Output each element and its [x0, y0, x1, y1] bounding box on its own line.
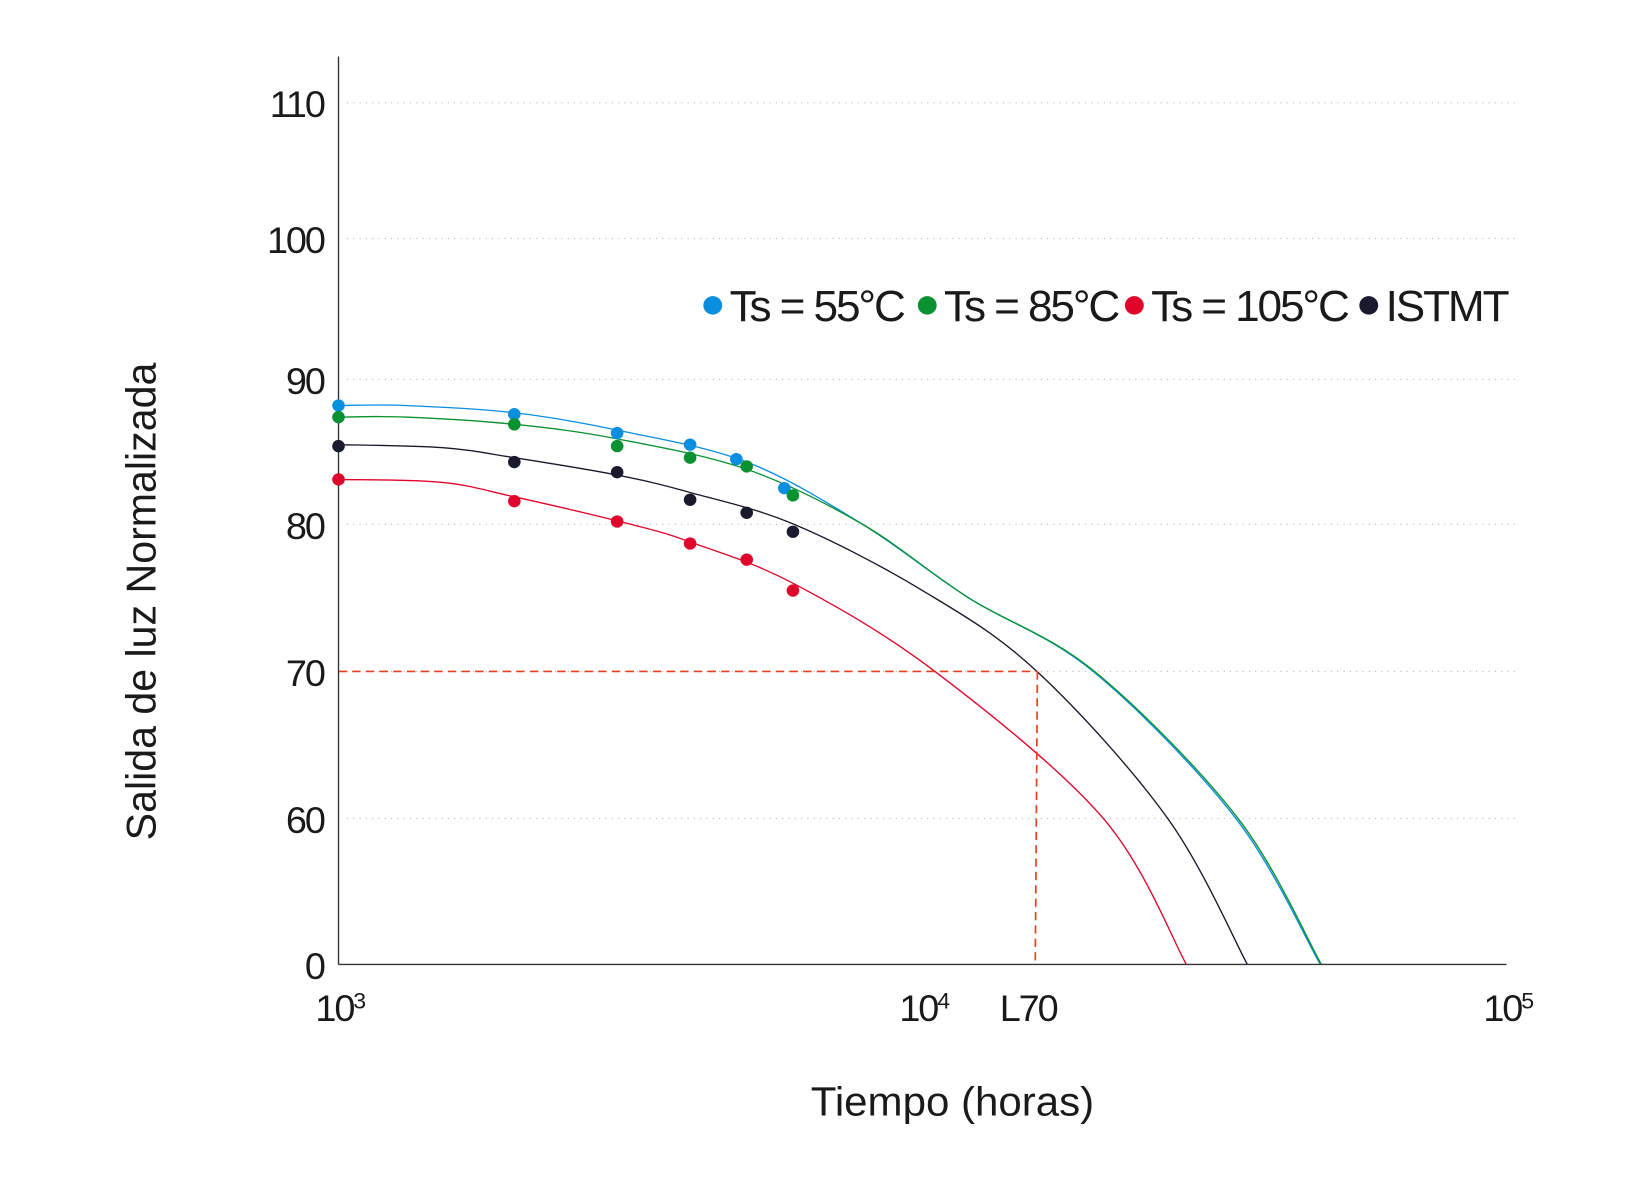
x-tick-labels: 103 104 105: [315, 987, 1535, 1029]
x-tick-label: 105: [1483, 987, 1533, 1029]
legend-label-unit: °C: [1302, 282, 1348, 330]
y-axis-label: Salida de luz Normalizada: [117, 362, 165, 840]
data-point-series-1: [610, 439, 624, 453]
legend-marker-0: [703, 296, 723, 315]
x-tick-exponent: 3: [353, 988, 365, 1014]
data-point-series-1: [786, 489, 800, 502]
data-points: [332, 399, 800, 597]
data-point-series-1: [508, 418, 521, 431]
data-point-series-3: [683, 493, 697, 506]
data-point-series-0: [332, 399, 345, 412]
data-point-series-2: [740, 553, 754, 566]
grid: [346, 102, 1520, 820]
legend-label-2: Ts = 105°C: [1151, 282, 1348, 330]
legend-label-3: ISTMT: [1386, 282, 1509, 330]
data-point-series-3: [786, 525, 800, 538]
l70-label: L70: [1000, 987, 1058, 1029]
fit-curve-2: [338, 478, 1187, 965]
data-point-series-2: [332, 473, 345, 486]
data-point-series-0: [730, 452, 743, 466]
legend-label-unit: °C: [1073, 282, 1119, 330]
y-tick-labels: 0 60 70 80 90 100 110: [267, 84, 327, 987]
data-point-series-0: [508, 408, 521, 421]
y-tick-label: 90: [286, 360, 325, 402]
data-point-series-0: [610, 426, 624, 440]
legend-label-unit: °C: [858, 282, 904, 330]
y-tick-label: 60: [286, 799, 325, 841]
y-tick-label: 70: [286, 652, 325, 694]
x-tick-label: 103: [315, 987, 365, 1029]
data-point-series-2: [508, 495, 521, 508]
legend: Ts = 55°C Ts = 85°C Ts = 105°C ISTMT: [703, 282, 1511, 331]
l70-annotation: [338, 670, 1039, 965]
legend-label-main: Ts = 55: [730, 282, 860, 330]
data-point-series-1: [683, 451, 697, 464]
data-point-series-1: [740, 460, 754, 473]
legend-label-1: Ts = 85°C: [944, 282, 1119, 330]
legend-label-main: Ts = 105: [1151, 282, 1303, 330]
x-tick-exponent: 5: [1521, 988, 1533, 1014]
data-point-series-3: [740, 506, 754, 519]
data-point-series-1: [332, 410, 345, 424]
legend-marker-3: [1359, 296, 1379, 315]
y-tick-label: 100: [267, 219, 325, 261]
fit-curve-1: [338, 415, 1322, 965]
x-tick-label: 104: [899, 987, 950, 1029]
fit-curve-0: [338, 404, 1321, 965]
data-point-series-3: [610, 466, 624, 479]
y-tick-label: 80: [286, 505, 325, 547]
legend-marker-1: [917, 296, 937, 315]
fit-curves: [338, 404, 1322, 965]
data-point-series-2: [683, 537, 697, 550]
l70-vertical-line: [1034, 671, 1039, 965]
x-tick-exponent: 4: [937, 988, 950, 1014]
y-tick-label: 110: [270, 84, 325, 126]
legend-label-main: Ts = 85: [944, 282, 1074, 330]
data-point-series-0: [778, 481, 791, 495]
data-point-series-3: [332, 439, 345, 453]
x-axis-label: Tiempo (horas): [811, 1078, 1094, 1124]
fit-curve-3: [338, 443, 1248, 965]
data-point-series-2: [610, 515, 624, 528]
legend-label-main: ISTMT: [1386, 282, 1509, 330]
data-point-series-2: [786, 584, 800, 597]
y-tick-label: 0: [305, 945, 325, 987]
data-point-series-3: [508, 455, 521, 469]
legend-label-0: Ts = 55°C: [730, 282, 905, 330]
legend-marker-2: [1124, 296, 1144, 315]
data-point-series-0: [683, 438, 697, 451]
